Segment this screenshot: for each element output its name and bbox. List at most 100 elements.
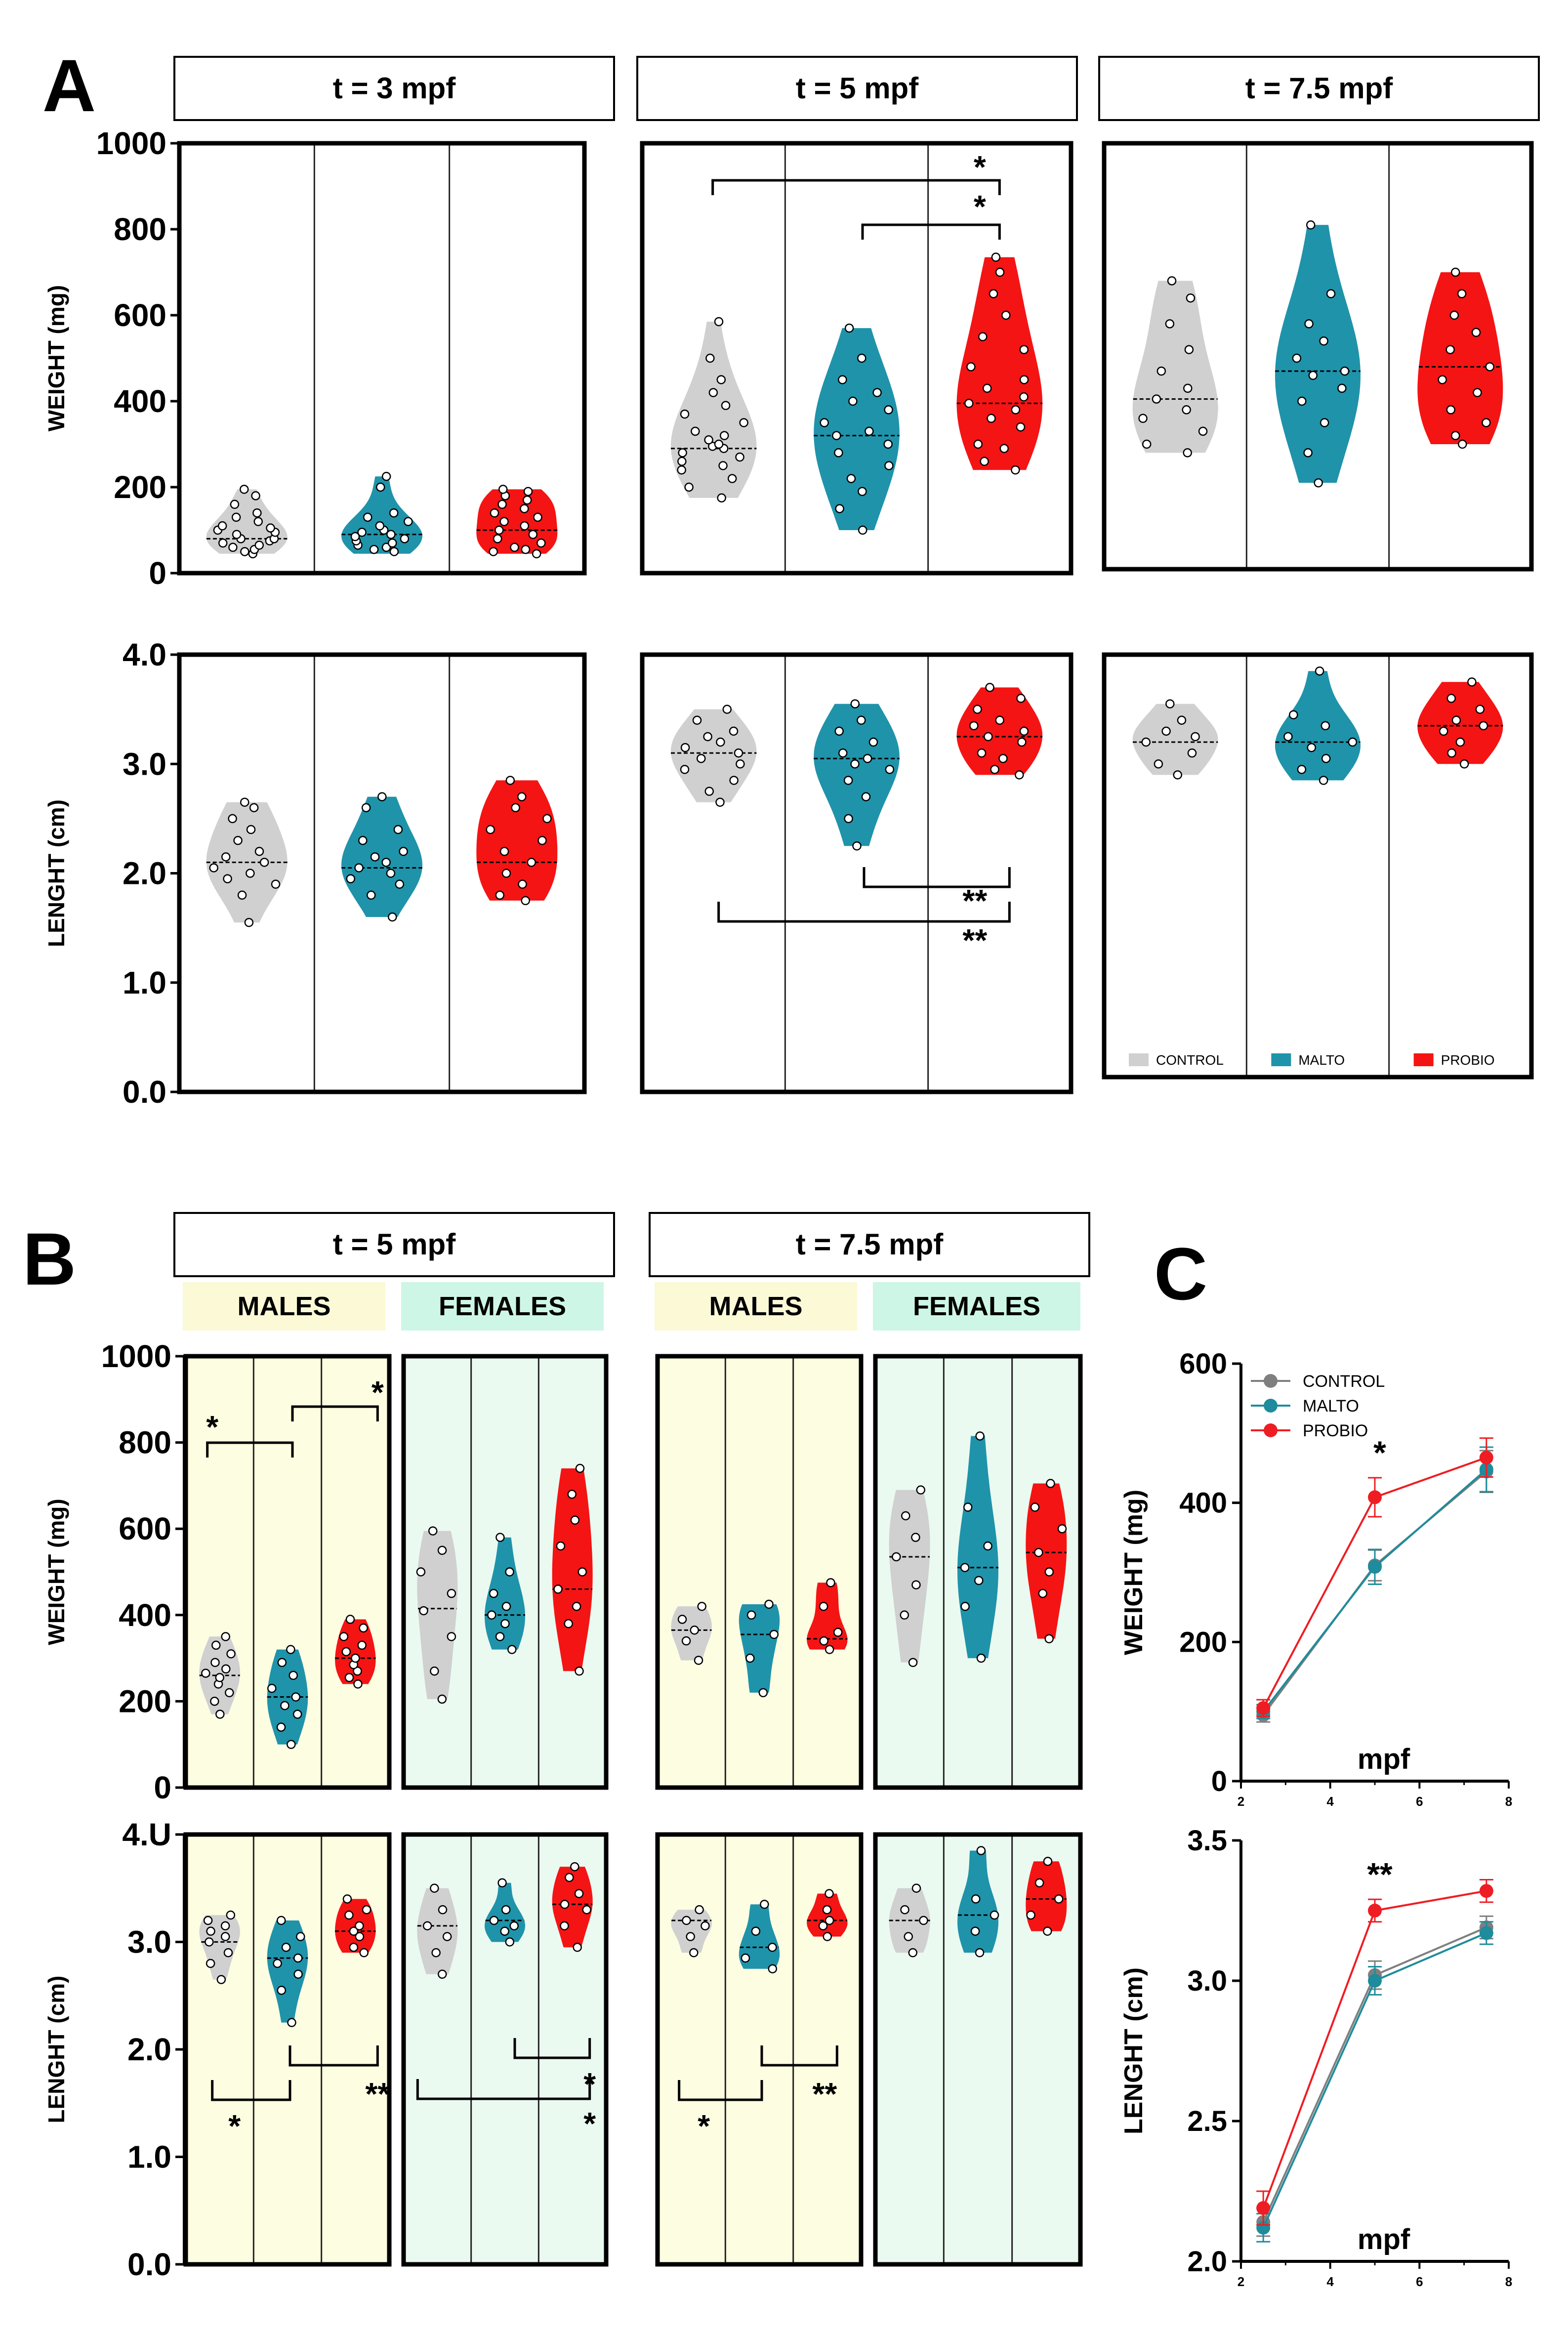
data-point	[500, 1619, 510, 1628]
data-point	[681, 1636, 691, 1646]
data-point	[697, 1602, 706, 1611]
data-point	[523, 487, 533, 496]
data-point	[221, 852, 231, 862]
data-point	[375, 521, 385, 531]
plot-frame	[640, 141, 1073, 576]
plot-frame	[183, 1832, 392, 2267]
data-point	[684, 482, 694, 492]
y-tick-label: 2.0	[127, 2032, 171, 2067]
data-point	[680, 409, 690, 419]
plot-frame	[640, 652, 1073, 1094]
data-point	[838, 748, 848, 758]
data-point	[232, 530, 242, 539]
data-point	[1167, 276, 1177, 286]
data-point	[215, 1673, 225, 1682]
y-tick-label: 1000	[96, 125, 166, 161]
data-point	[884, 405, 893, 415]
data-point	[990, 765, 999, 774]
data-point	[570, 1862, 579, 1872]
data-point	[370, 852, 380, 862]
data-point	[1320, 418, 1329, 427]
data-point	[857, 353, 867, 363]
data-point	[695, 1905, 704, 1915]
timepoint-header: t = 3 mpf	[333, 72, 456, 105]
data-point	[717, 493, 726, 502]
data-point	[536, 538, 546, 548]
series-point-probio	[1256, 1701, 1271, 1715]
data-point	[291, 1692, 301, 1702]
significance-bracket	[291, 1405, 379, 1421]
data-point	[960, 1563, 970, 1573]
data-point	[1161, 726, 1171, 736]
data-point	[919, 1916, 928, 1925]
males-header-bg	[655, 1282, 857, 1331]
data-point	[991, 252, 1001, 262]
y-tick-label: 400	[119, 1597, 171, 1633]
data-point	[1485, 362, 1494, 372]
data-point	[399, 847, 408, 856]
data-point	[226, 1910, 236, 1920]
data-point	[973, 705, 982, 714]
series-point-malto	[1368, 1560, 1382, 1574]
data-point	[521, 896, 530, 906]
significance-bracket	[678, 2080, 763, 2101]
violin-malto	[267, 1920, 308, 2023]
data-point	[680, 765, 690, 774]
data-point	[978, 332, 988, 341]
data-point	[277, 1986, 287, 1995]
data-point	[228, 542, 238, 552]
panel-background	[658, 1356, 861, 1788]
x-axis-label: mpf	[1358, 2223, 1410, 2255]
data-point	[416, 1567, 426, 1577]
violin-malto	[341, 796, 422, 917]
data-point	[498, 485, 508, 494]
data-point	[729, 776, 739, 785]
data-point	[442, 1932, 452, 1941]
data-point	[1304, 319, 1314, 329]
data-point	[1438, 375, 1447, 384]
y-tick-label: 1000	[101, 1338, 171, 1374]
data-point	[1319, 336, 1328, 346]
data-point	[690, 1625, 699, 1635]
data-point	[1306, 220, 1316, 230]
data-point	[718, 461, 728, 470]
data-point	[344, 1673, 354, 1682]
data-point	[231, 512, 241, 522]
data-point	[716, 375, 726, 384]
x-tick-label: 4	[1326, 2274, 1334, 2289]
data-point	[564, 1619, 573, 1628]
significance-bracket	[206, 1441, 294, 1458]
data-point	[522, 495, 532, 505]
data-point	[1043, 1926, 1052, 1936]
males-header: MALES	[238, 1292, 331, 1321]
significance-label: **	[1367, 1856, 1393, 1892]
data-point	[363, 512, 372, 522]
data-point	[578, 1567, 587, 1577]
data-point	[970, 1926, 980, 1936]
data-point	[221, 1632, 230, 1641]
data-point	[1184, 345, 1194, 354]
data-point	[404, 517, 413, 526]
y-tick-label: 200	[1179, 1626, 1227, 1658]
legend-label: PROBIO	[1303, 1421, 1368, 1440]
data-point	[510, 542, 519, 552]
significance-label: *	[974, 189, 986, 224]
plot-frame	[1102, 652, 1534, 1080]
y-tick-label: 400	[1179, 1487, 1227, 1519]
data-point	[357, 528, 367, 537]
data-point	[520, 521, 530, 531]
data-point	[686, 1932, 695, 1941]
data-point	[573, 1943, 582, 1952]
y-tick-label: 0.0	[127, 2247, 171, 2282]
plot-frame	[183, 1354, 392, 1790]
data-point	[1449, 310, 1459, 320]
data-point	[963, 1502, 973, 1512]
data-point	[239, 485, 249, 494]
violin-malto	[814, 704, 900, 846]
data-point	[386, 530, 396, 539]
data-point	[848, 396, 858, 406]
data-point	[1019, 726, 1029, 736]
data-point	[501, 1602, 511, 1611]
data-point	[240, 547, 249, 556]
data-point	[708, 388, 718, 397]
